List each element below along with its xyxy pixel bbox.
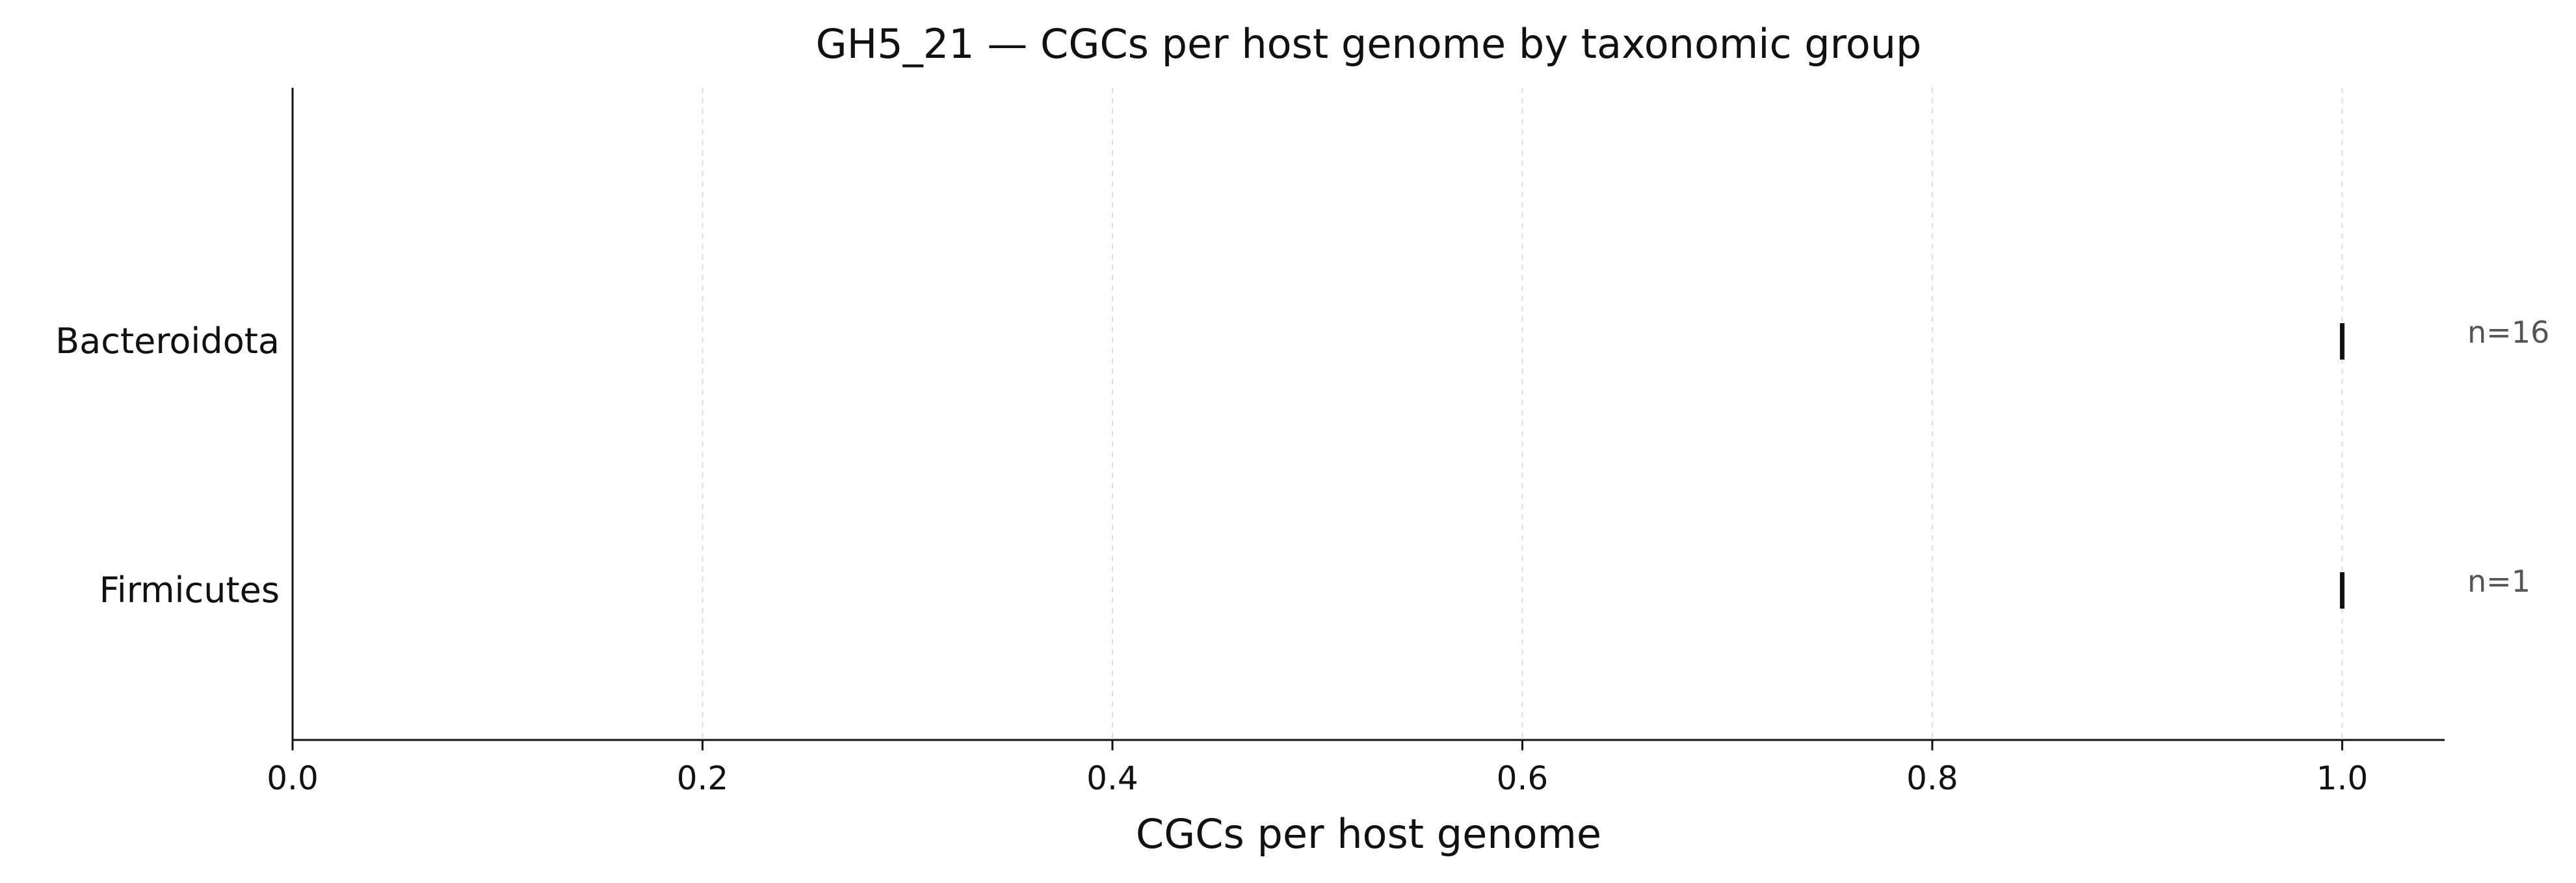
x-tick-label: 0.4 bbox=[1086, 759, 1138, 797]
n-count-label: n=1 bbox=[2467, 564, 2530, 599]
y-tick-label: Bacteroidota bbox=[55, 321, 280, 362]
count-annotations: n=16 n=1 bbox=[2467, 315, 2549, 599]
y-tick-label: Firmicutes bbox=[99, 570, 280, 611]
x-tick-label: 0.2 bbox=[677, 759, 729, 797]
x-tick-label: 0.8 bbox=[1906, 759, 1958, 797]
x-tick-label: 1.0 bbox=[2317, 759, 2369, 797]
x-tick-label: 0.0 bbox=[267, 759, 319, 797]
chart-title: GH5_21 — CGCs per host genome by taxonom… bbox=[816, 20, 1922, 68]
x-axis: 0.0 0.2 0.4 0.6 0.8 1.0 bbox=[267, 739, 2445, 797]
x-axis-label: CGCs per host genome bbox=[1136, 810, 1601, 858]
n-count-label: n=16 bbox=[2467, 315, 2549, 350]
x-tick-label: 0.6 bbox=[1497, 759, 1549, 797]
grid-lines bbox=[702, 88, 2343, 740]
y-tick-labels: Bacteroidota Firmicutes bbox=[55, 321, 280, 611]
